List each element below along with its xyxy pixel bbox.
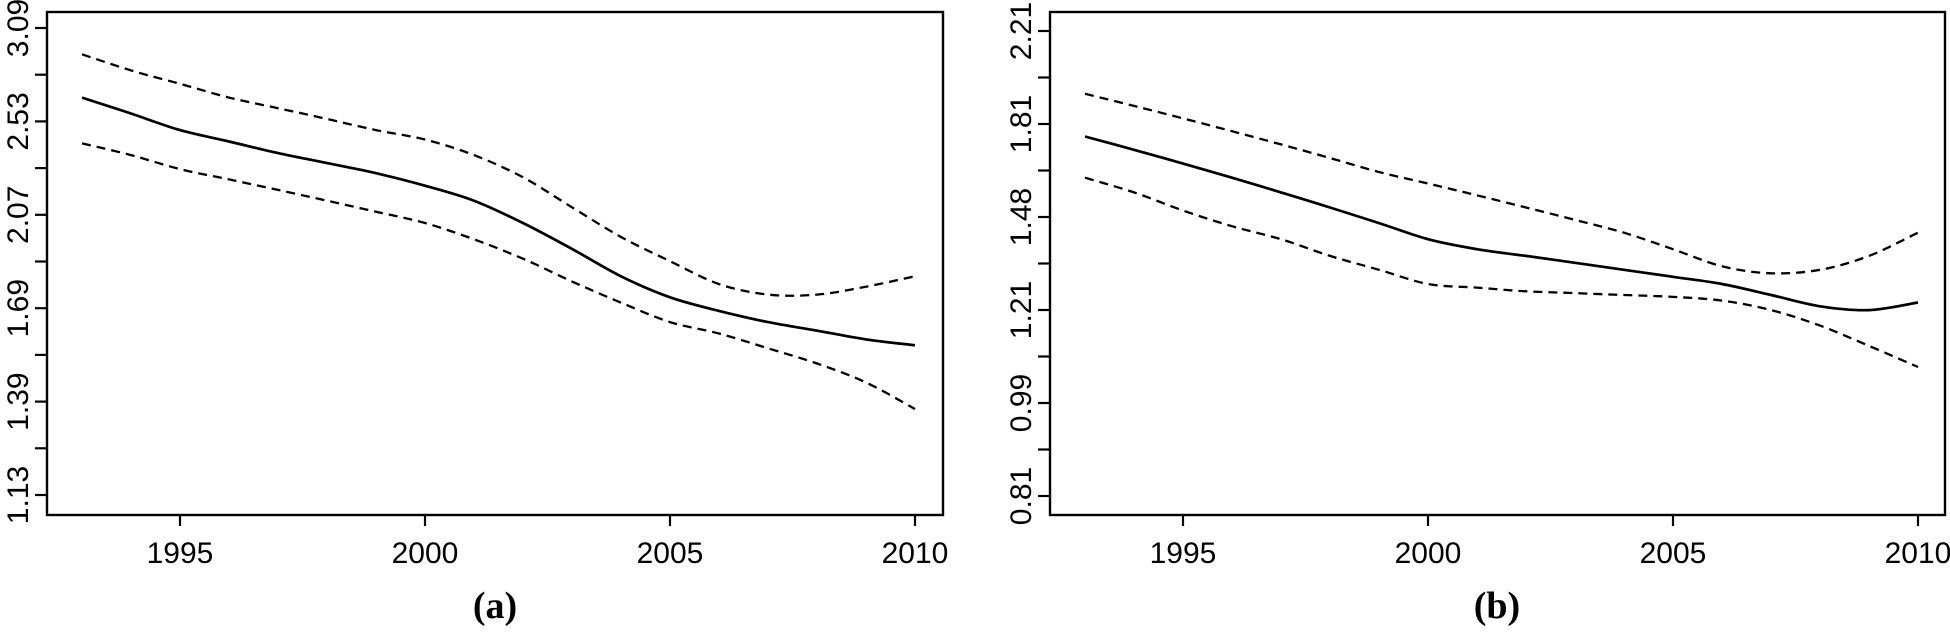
x-axis-tick-label: 2000 <box>1395 537 1462 570</box>
plot-box <box>45 10 945 517</box>
x-axis-tick-label: 2005 <box>637 537 704 570</box>
x-axis-tick-label: 1995 <box>147 537 214 570</box>
upper-ci-line <box>81 53 916 297</box>
panel-label-a: (a) <box>472 585 518 627</box>
plot-box <box>1048 10 1947 517</box>
x-axis-tick-label: 2010 <box>1885 537 1950 570</box>
chart-b-svg: 2.21 1.81 1.48 1.21 0.99 0.81 1995 2000 2005 2010 <box>1005 2 1950 570</box>
x-axis-tick-label: 2000 <box>392 537 459 570</box>
x-axis-tick-label: 2010 <box>882 537 949 570</box>
fitted-line <box>1084 135 1919 312</box>
lower-ci-line <box>81 142 916 411</box>
y-axis-tick-label: 1.81 <box>1005 95 1038 153</box>
y-axis-tick-label: 2.53 <box>2 92 35 150</box>
y-axis-tick-label: 1.69 <box>2 279 35 337</box>
y-axis-tick-label: 1.48 <box>1005 188 1038 246</box>
panel-a: 3.09 2.53 2.07 1.69 1.39 1.13 1995 2000 2005 2010… <box>2 0 949 627</box>
y-axis-tick-label: 1.21 <box>1005 281 1038 339</box>
fitted-line <box>81 96 916 347</box>
y-axis-tick-label: 0.81 <box>1005 467 1038 525</box>
y-axis-tick-label: 3.09 <box>2 0 35 57</box>
x-axis-tick-label: 2005 <box>1640 537 1707 570</box>
y-axis-tick-label: 1.13 <box>2 466 35 524</box>
lower-ci-line <box>1084 176 1919 369</box>
y-axis-tick-label: 1.39 <box>2 372 35 430</box>
chart-a-svg: 3.09 2.53 2.07 1.69 1.39 1.13 1995 2000 2005 2010 <box>2 0 949 570</box>
y-axis-tick-label: 2.07 <box>2 186 35 244</box>
y-axis-tick-label: 0.99 <box>1005 374 1038 432</box>
y-axis-tick-label: 2.21 <box>1005 2 1038 60</box>
upper-ci-line <box>1084 92 1919 275</box>
panel-label-b: (b) <box>1473 585 1521 627</box>
x-axis-tick-label: 1995 <box>1150 537 1217 570</box>
panel-b: 2.21 1.81 1.48 1.21 0.99 0.81 1995 2000 2005 2010… <box>975 0 1950 637</box>
